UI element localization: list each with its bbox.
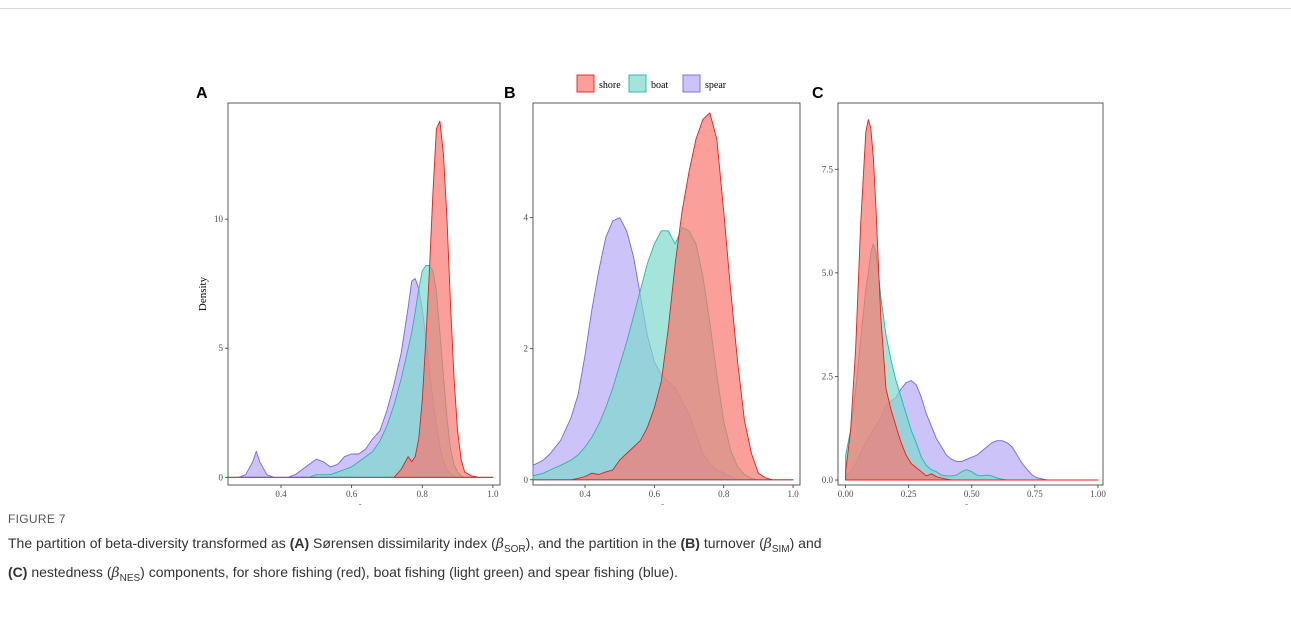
- y-tick-label: 2.5: [822, 371, 834, 381]
- y-tick-label: 0: [219, 472, 224, 482]
- caption-part: turnover (: [699, 535, 764, 551]
- panel-border: [227, 102, 501, 486]
- panel-letter: C: [812, 85, 824, 102]
- density-area-shore: [845, 119, 1099, 481]
- legend-key-shore: [576, 74, 595, 93]
- top-divider: [0, 8, 1291, 9]
- y-tick-label: 7.5: [822, 164, 834, 174]
- y-tick-label: 10: [214, 214, 224, 224]
- y-tick-label: 2: [524, 344, 529, 354]
- caption-part: β: [763, 536, 772, 552]
- x-tick-label: 0.4: [275, 489, 287, 499]
- x-axis-title: β: [660, 503, 666, 505]
- x-tick-label: 1.0: [487, 489, 499, 499]
- caption-part: SIM: [771, 543, 790, 555]
- y-tick-label: 5: [219, 343, 224, 353]
- panel-border: [532, 102, 801, 486]
- caption-label: FIGURE 7: [8, 512, 66, 526]
- legend-key-spear: [682, 74, 701, 93]
- legend-label-spear: spear: [705, 80, 727, 91]
- x-tick-label: 1.0: [787, 489, 799, 499]
- x-tick-label: 0.6: [649, 489, 661, 499]
- caption-part: SOR: [503, 543, 526, 555]
- x-tick-label: 0.00: [838, 489, 854, 499]
- y-axis-title: Density: [197, 276, 209, 311]
- x-tick-label: 0.50: [964, 489, 980, 499]
- legend-label-shore: shore: [599, 80, 621, 91]
- y-tick-label: 0.0: [822, 475, 834, 485]
- y-tick-label: 0: [524, 475, 529, 485]
- caption-part: NES: [119, 572, 141, 584]
- caption-part: (B): [680, 535, 700, 551]
- caption-part: ), and the partition in the: [525, 535, 681, 551]
- x-tick-label: 0.4: [579, 489, 591, 499]
- x-tick-label: 0.75: [1027, 489, 1043, 499]
- density-area-shore: [532, 112, 794, 481]
- caption-part: β: [111, 564, 120, 581]
- caption-part: Sørensen dissimilarity index (: [309, 535, 496, 551]
- density-area-shore: [227, 120, 494, 478]
- panel-border: [837, 102, 1104, 486]
- figure-caption: FIGURE 7 The partition of beta-diversity…: [8, 512, 1278, 590]
- panel-letter: A: [196, 85, 208, 102]
- caption-part: ) and: [789, 535, 822, 551]
- x-tick-label: 0.25: [901, 489, 917, 499]
- caption-part: ) components, for shore fishing (red), b…: [140, 563, 678, 580]
- y-tick-label: 4: [524, 213, 529, 223]
- caption-part: β: [495, 536, 504, 552]
- legend: shore boat spear: [576, 74, 727, 93]
- x-axis-title: β: [964, 503, 970, 505]
- panel-b: B0.40.60.81.0024βSIM: [504, 85, 801, 505]
- x-tick-label: 0.8: [417, 489, 429, 499]
- caption-text: The partition of beta-diversity transfor…: [8, 532, 1278, 590]
- panel-c: C0.000.250.500.751.000.02.55.07.5βNES: [812, 85, 1106, 505]
- panel-letter: B: [504, 85, 516, 102]
- caption-part: (C): [8, 563, 28, 580]
- x-tick-label: 0.6: [346, 489, 358, 499]
- x-tick-label: 1.00: [1090, 489, 1106, 499]
- x-axis-title: β: [357, 503, 363, 505]
- y-tick-label: 5.0: [822, 268, 834, 278]
- caption-part: The partition of beta-diversity transfor…: [8, 535, 290, 551]
- caption-part: nestedness (: [27, 563, 112, 580]
- legend-label-boat: boat: [651, 80, 668, 91]
- legend-key-boat: [628, 74, 647, 93]
- x-tick-label: 0.8: [718, 489, 730, 499]
- panel-a: A0.40.60.81.00510βSORDensity: [196, 85, 501, 505]
- caption-part: (A): [289, 535, 310, 551]
